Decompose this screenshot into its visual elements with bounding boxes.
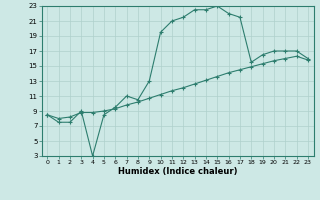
X-axis label: Humidex (Indice chaleur): Humidex (Indice chaleur) bbox=[118, 167, 237, 176]
